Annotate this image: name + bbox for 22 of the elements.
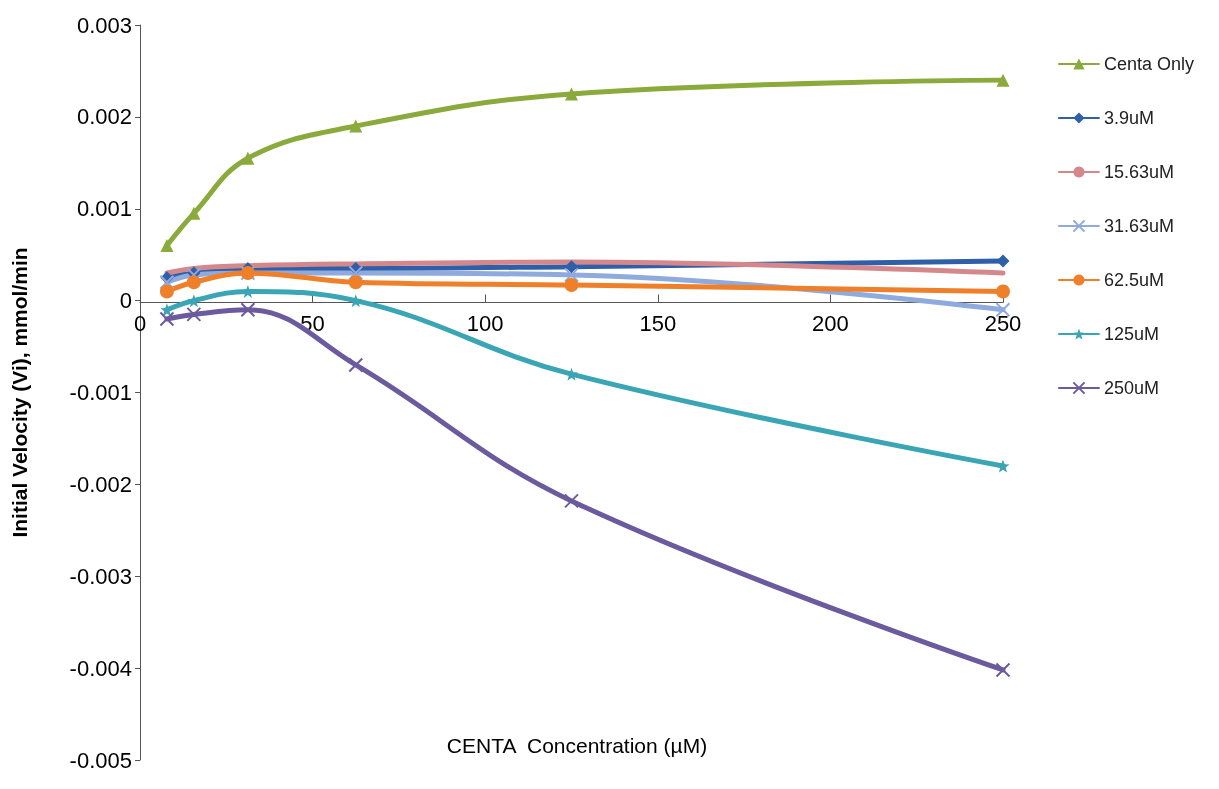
x-tick-label: 100: [466, 311, 504, 336]
legend-label: 31.63uM: [1103, 216, 1175, 236]
y-tick-label: -0.005: [69, 747, 132, 773]
legend-label: 3.9uM: [1103, 108, 1154, 128]
y-axis-title: Initial Velocity (Vi), mmol/min: [8, 247, 31, 538]
x-tick-label: 150: [639, 311, 677, 336]
legend-label: Centa Only: [1103, 54, 1194, 74]
y-tick-label: 0.003: [76, 12, 132, 38]
legend-label: 62.5uM: [1103, 270, 1164, 290]
x-axis-title: CENTA Concentration (µM): [446, 734, 708, 757]
y-tick-label: -0.003: [69, 563, 132, 589]
y-tick-label: 0.001: [76, 196, 132, 222]
y-tick-label: -0.004: [69, 655, 132, 681]
x-tick-label: 200: [812, 311, 849, 336]
legend-label: 250uM: [1103, 378, 1159, 398]
y-tick-label: -0.002: [69, 471, 132, 497]
legend-label: 15.63uM: [1103, 162, 1175, 182]
y-tick-label: 0.002: [76, 104, 132, 130]
y-tick-label: -0.001: [69, 380, 132, 405]
x-tick-label: 250: [984, 311, 1022, 336]
legend-label: 125uM: [1103, 324, 1159, 344]
y-tick-label: 0: [119, 288, 132, 314]
